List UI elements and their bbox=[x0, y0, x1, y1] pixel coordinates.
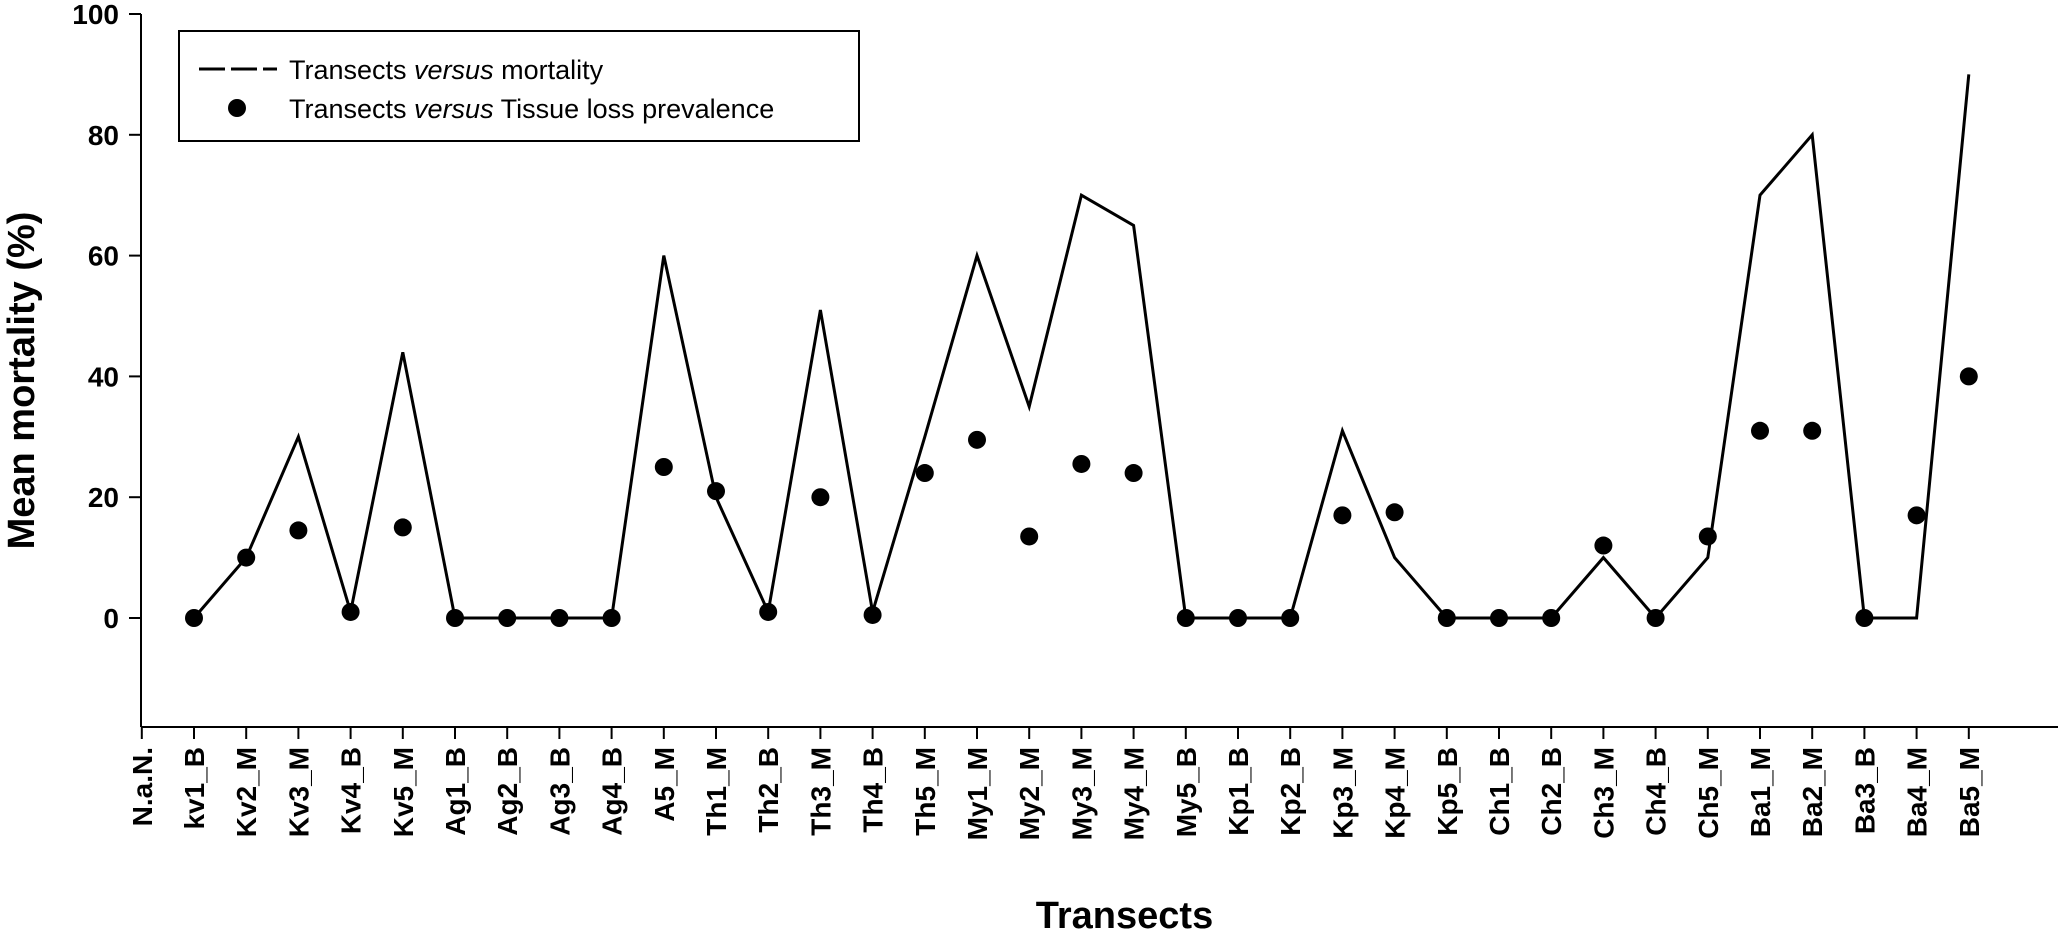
x-tick-label: My1_M bbox=[962, 747, 993, 840]
x-tick-label: Ch3_M bbox=[1588, 747, 1619, 839]
tissue-loss-point-ch4-b bbox=[1646, 609, 1665, 627]
x-tick-label: Kv3_M bbox=[283, 747, 314, 837]
tissue-loss-point-ag1-b bbox=[446, 609, 464, 627]
legend-box bbox=[178, 30, 860, 142]
tissue-loss-point-my4-m bbox=[1124, 464, 1143, 483]
tissue-loss-point-kp3-m bbox=[1333, 506, 1352, 525]
tissue-loss-point-ba4-m bbox=[1907, 506, 1926, 525]
x-tick-label: Th3_M bbox=[805, 747, 836, 836]
x-axis-title: Transects bbox=[1036, 895, 1213, 936]
tissue-loss-point-kv3-m bbox=[289, 521, 308, 540]
y-tick-label: 0 bbox=[103, 603, 119, 634]
tissue-loss-point-th3-m bbox=[811, 488, 830, 507]
x-tick-label: Kp4_M bbox=[1380, 747, 1411, 839]
x-tick-label: Ch1_B bbox=[1484, 747, 1515, 836]
x-tick-label: Ba5_M bbox=[1954, 747, 1985, 837]
tissue-loss-point-my3-m bbox=[1072, 454, 1091, 473]
x-tick-label: Ch5_M bbox=[1693, 747, 1724, 839]
tissue-loss-point-ba1-m bbox=[1751, 421, 1769, 440]
tissue-loss-point-kp2-b bbox=[1281, 609, 1300, 627]
tissue-loss-point-kv2-m bbox=[237, 548, 256, 567]
x-tick-label: Ba4_M bbox=[1902, 747, 1933, 837]
tissue-loss-point-th2-b bbox=[759, 602, 778, 621]
x-tick-label: A5_M bbox=[649, 747, 680, 822]
tissue-loss-point-kv1-b bbox=[185, 609, 203, 627]
tissue-loss-point-ag4-b bbox=[602, 609, 621, 627]
tissue-loss-point-ch2-b bbox=[1542, 609, 1561, 627]
x-tick-label: Th2_B bbox=[753, 747, 784, 833]
x-tick-label: Ag2_B bbox=[492, 747, 523, 836]
x-tick-label: Th5_M bbox=[910, 747, 941, 836]
tissue-loss-point-th4-b bbox=[863, 605, 882, 624]
tissue-loss-point-a5-m bbox=[654, 458, 673, 476]
x-tick-label: Kp5_B bbox=[1432, 747, 1463, 836]
legend-label: Transects versus Tissue loss prevalence bbox=[289, 94, 774, 124]
x-tick-label: kv1_B bbox=[179, 747, 210, 830]
legend-label: Transects versus mortality bbox=[289, 55, 604, 85]
tissue-loss-point-th1-m bbox=[707, 482, 725, 501]
legend-label-italic: versus bbox=[414, 55, 494, 85]
tissue-loss-point-my2-m bbox=[1020, 527, 1039, 546]
tissue-loss-point-th5-m bbox=[915, 464, 934, 483]
tissue-loss-point-kp4-m bbox=[1385, 503, 1404, 522]
tissue-loss-point-my1-m bbox=[968, 430, 986, 449]
tissue-loss-point-ba5-m bbox=[1959, 367, 1978, 386]
plot-area bbox=[185, 74, 1978, 627]
tissue-loss-point-ba3-b bbox=[1855, 609, 1874, 627]
mortality-line bbox=[192, 74, 1971, 621]
legend-label-part: Tissue loss prevalence bbox=[494, 94, 775, 124]
tissue-loss-point-kp1-b bbox=[1229, 609, 1247, 627]
tissue-loss-point-ag2-b bbox=[498, 609, 517, 627]
y-tick-labels: 0 20 40 60 80 100 bbox=[72, 0, 119, 634]
x-tick-label: My3_M bbox=[1066, 747, 1097, 840]
y-axis-title: Mean mortality (%) bbox=[1, 212, 43, 550]
x-tick-label: Ch2_B bbox=[1536, 747, 1567, 836]
tissue-loss-point-kp5-b bbox=[1437, 609, 1456, 627]
legend-label-part: mortality bbox=[494, 55, 604, 85]
tissue-loss-point-ch5-m bbox=[1698, 527, 1717, 546]
legend-label-part: Transects bbox=[289, 55, 414, 85]
x-tick-label: Ba3_B bbox=[1849, 747, 1880, 834]
x-tick-label: Kp2_B bbox=[1275, 747, 1306, 836]
x-tick-label: Kp3_M bbox=[1327, 747, 1358, 839]
x-tick-label: My2_M bbox=[1014, 747, 1045, 840]
tissue-loss-point-ch3-m bbox=[1594, 536, 1613, 555]
tissue-loss-point-my5-b bbox=[1176, 609, 1195, 627]
x-tick-label: Kv4_B bbox=[336, 747, 367, 834]
x-tick-label: N.a.N. bbox=[127, 747, 158, 826]
legend-label-part: Transects bbox=[289, 94, 414, 124]
x-tick-label: Th4_B bbox=[858, 747, 889, 833]
x-tick-label: My5_B bbox=[1171, 747, 1202, 837]
tissue-loss-point-ch1-b bbox=[1490, 609, 1508, 627]
y-tick-label: 100 bbox=[72, 0, 119, 30]
x-tick-label: Ba2_M bbox=[1797, 747, 1828, 837]
y-tick-label: 40 bbox=[88, 361, 119, 392]
x-tick-label: Kp1_B bbox=[1223, 747, 1254, 836]
x-tick-label: Ag1_B bbox=[440, 747, 471, 836]
x-tick-label: Ag3_B bbox=[544, 747, 575, 836]
x-tick-label: Kv2_M bbox=[231, 747, 262, 837]
legend-dot-swatch bbox=[228, 99, 246, 117]
y-tick-label: 80 bbox=[88, 120, 119, 151]
x-tick-label: Ba1_M bbox=[1745, 747, 1776, 837]
tissue-loss-point-ba2-m bbox=[1803, 421, 1822, 440]
x-tick-label: Th1_M bbox=[701, 747, 732, 836]
x-tick-label: My4_M bbox=[1119, 747, 1150, 840]
x-tick-labels: N.a.N. kv1_B Kv2_M Kv3_M Kv4_B Kv5_M Ag1_B Ag2_… bbox=[127, 747, 1985, 840]
x-tick-label: Ag4_B bbox=[597, 747, 628, 836]
legend-label-italic: versus bbox=[414, 94, 494, 124]
x-tick-label: Ch4_B bbox=[1641, 747, 1672, 836]
tissue-loss-point-ag3-b bbox=[550, 609, 569, 627]
x-tick-label: Kv5_M bbox=[388, 747, 419, 837]
y-tick-label: 20 bbox=[88, 482, 119, 513]
axes bbox=[129, 13, 2058, 739]
y-tick-label: 60 bbox=[88, 241, 119, 272]
tissue-loss-point-kv5-m bbox=[393, 518, 412, 537]
tissue-loss-point-kv4-b bbox=[341, 602, 360, 621]
